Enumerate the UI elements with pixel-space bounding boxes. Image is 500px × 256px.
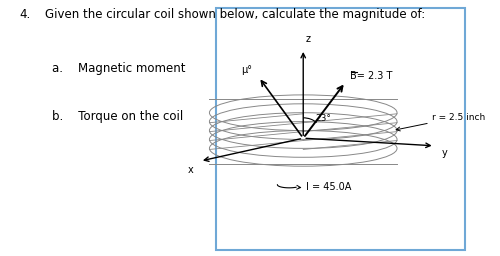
Text: μ°: μ° xyxy=(240,65,252,74)
Text: y: y xyxy=(442,148,448,158)
Text: 23°: 23° xyxy=(315,114,331,123)
Text: b.    Torque on the coil: b. Torque on the coil xyxy=(52,110,184,123)
Text: x: x xyxy=(188,165,193,175)
Text: Given the circular coil shown below, calculate the magnitude of:: Given the circular coil shown below, cal… xyxy=(46,8,426,21)
Text: 4.: 4. xyxy=(20,8,30,21)
Text: I = 45.0A: I = 45.0A xyxy=(306,182,352,192)
FancyBboxPatch shape xyxy=(216,8,465,250)
Text: a.    Magnetic moment: a. Magnetic moment xyxy=(52,62,186,75)
Text: B= 2.3 T: B= 2.3 T xyxy=(350,71,393,81)
Text: z: z xyxy=(306,34,310,44)
Text: r = 2.5 inch: r = 2.5 inch xyxy=(432,113,486,122)
